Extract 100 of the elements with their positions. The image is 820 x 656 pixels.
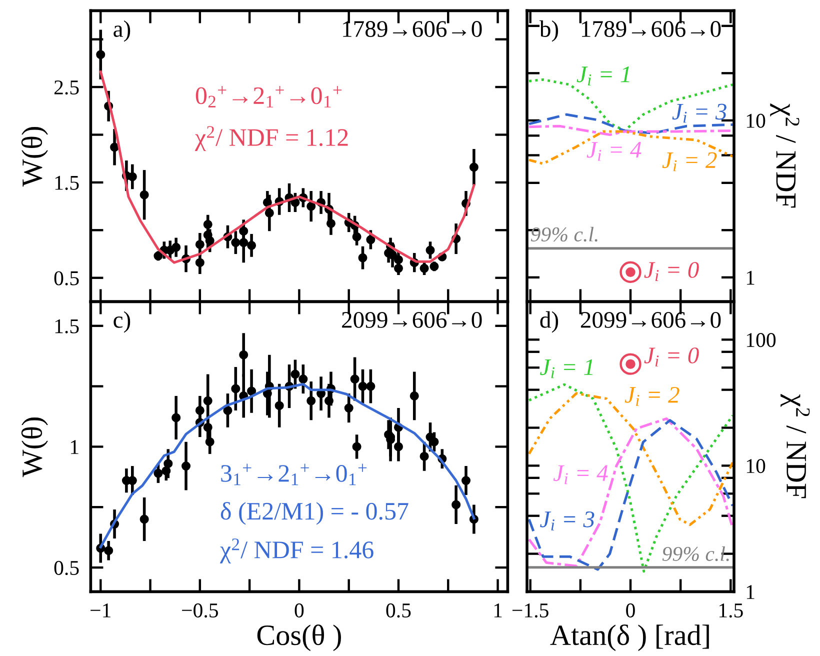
ref-line-label: 99% c.l. [662,546,729,562]
x-tick-label: 1.5 [719,604,743,618]
point [154,468,163,478]
x-tick-label: 0 [294,603,304,618]
series-label: J$_{i}$ = 0 [644,262,699,281]
point [366,235,376,244]
point [203,396,212,406]
x-tick-label: −1 [90,604,110,618]
series-label: J$_{i}$ = 4 [553,465,608,484]
point [182,462,191,471]
x-tick-label: −1.5 [512,604,548,618]
x-tick-label: 1 [494,604,502,618]
point [461,476,471,486]
point [366,382,376,391]
series-label: J$_{i}$ = 0 [644,347,699,366]
y-tick-label: 10 [746,459,766,474]
y-tick-label: 0.5 [54,271,79,286]
point [195,240,204,249]
point [274,401,284,410]
point [298,374,308,384]
point [352,232,362,242]
point [164,459,173,468]
point [154,251,163,260]
annotation: c) [114,311,130,333]
point [205,437,214,446]
annotation: χ$^{2}$/ NDF = 1.12 [194,126,348,152]
point [172,242,181,252]
point [140,190,149,200]
y-tick-label: 1 [746,585,754,599]
y-tick-label: 0.5 [54,560,79,576]
point [469,162,478,172]
y-axis-title: W(θ) [21,127,48,187]
point [110,142,120,152]
point [394,255,403,264]
annotation: 1789→606→0 [343,21,482,37]
x-tick-label: 0.5 [386,603,411,618]
point [195,406,204,415]
line-series [528,383,734,573]
point [223,406,232,415]
point [326,218,336,228]
annotation: b) [539,20,558,42]
series-label: J$_{i}$ = 4 [586,142,642,161]
point [350,374,360,384]
text: 0$_{2}$$^{+}$→2$_{1}$$^{+}$→0$_{1}$$^{+}$ [196,86,342,108]
y-tick-label: 1.5 [55,176,79,190]
y-tick-label: 100 [746,333,776,348]
point [290,370,300,379]
y-axis-title: χ$^{2}$ / NDF [770,104,800,208]
point [162,466,171,476]
point [344,404,354,413]
series-label: J$_{i}$ = 1 [540,359,592,378]
point [231,238,240,248]
point [239,350,248,360]
annotation: 2099→606→0 [580,312,721,328]
text: 3$_{1}$$^{+}$→2$_{1}$$^{+}$→0$_{1}$$^{+}$ [221,464,367,486]
point [172,413,181,422]
point [247,386,256,396]
series-label: J$_{i}$ = 3 [540,511,594,530]
series-label: J$_{i}$ = 3 [672,104,726,123]
point [358,253,368,262]
y-axis-title: W(θ) [21,418,48,478]
point [247,240,256,250]
point [239,226,248,236]
point [231,384,240,394]
x-axis-title: Atan(δ ) [rad] [550,624,709,652]
y-tick-label: 1 [71,440,78,454]
y-tick-label: 1.5 [55,319,79,334]
point [264,208,274,218]
point [96,50,106,60]
point [195,258,204,268]
point [306,202,316,211]
point [203,422,212,432]
annotation: d) [540,311,558,333]
point [324,396,334,406]
y-tick-label: 2.5 [54,80,79,95]
point [430,262,439,271]
x-tick-label: 0 [626,603,635,618]
series-label: J$_{i}$ = 2 [624,386,680,406]
point [239,238,248,248]
y-axis-title: χ$^{2}$ / NDF [780,394,810,498]
point [410,391,419,400]
y-tick-label: 1 [746,270,754,285]
annotation: δ (E2/M1) = - 0.57 [220,502,408,525]
annotation: χ$^{2}$/ NDF = 1.46 [220,538,374,564]
point [394,264,403,273]
point [306,396,316,406]
point [140,514,149,524]
point [420,452,429,461]
ref-line-label: 99% c.l. [530,226,598,242]
point [262,198,272,207]
y-tick-label: 10 [746,114,766,128]
series-label: J$_{i}$ = 2 [662,152,717,172]
point [352,442,362,452]
point [452,500,461,510]
series-label: J$_{i}$ = 1 [576,66,630,86]
point [104,546,114,556]
x-axis-title: Cos(θ ) [257,624,341,652]
annotation: 2099→606→0 [342,312,482,328]
point [426,246,435,255]
point [394,442,403,452]
